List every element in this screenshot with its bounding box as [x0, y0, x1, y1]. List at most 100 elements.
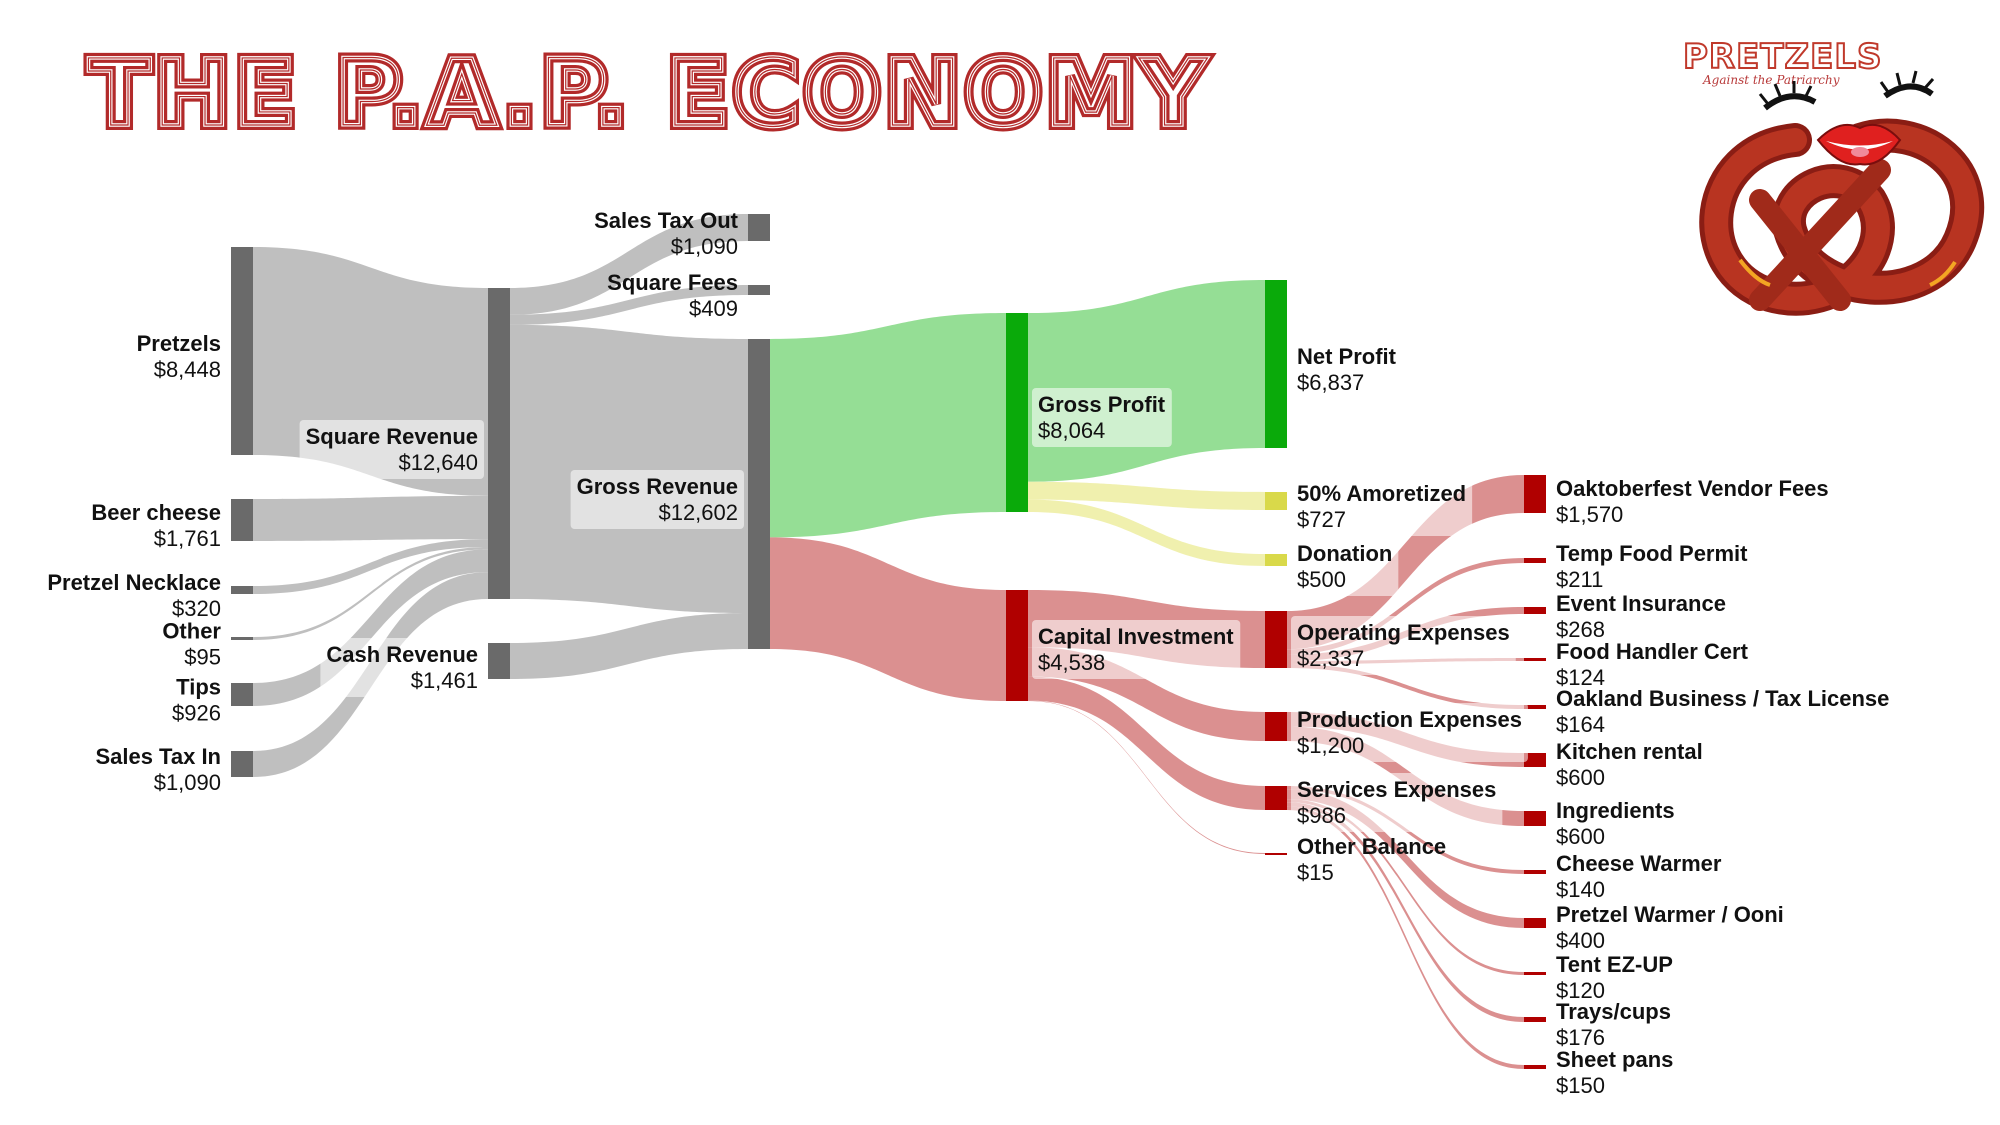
- node-label-gross_profit: Gross Profit: [1038, 392, 1166, 417]
- node-label-tent: Tent EZ-UP: [1556, 952, 1673, 977]
- node-pretzel_warmer[interactable]: [1524, 918, 1546, 928]
- flow-square_revenue-to-gross_revenue: [510, 324, 748, 614]
- node-value-tent: $120: [1556, 978, 1605, 1003]
- node-oaktoberfest[interactable]: [1524, 475, 1546, 513]
- node-donation[interactable]: [1265, 554, 1287, 566]
- node-net_profit[interactable]: [1265, 280, 1287, 448]
- node-capital_investment[interactable]: [1006, 590, 1028, 701]
- sankey-nodes: [231, 214, 1546, 1069]
- node-label-box-square_revenue: [299, 420, 484, 479]
- node-value-services_expenses: $986: [1297, 803, 1346, 828]
- node-label-box-donation: [1291, 537, 1399, 596]
- node-label-box-production_expenses: [1291, 703, 1528, 762]
- node-operating_expenses[interactable]: [1265, 611, 1287, 668]
- node-label-box-services_expenses: [1291, 773, 1503, 832]
- node-sales_tax_in[interactable]: [231, 751, 253, 777]
- pretzel-icon: [1699, 118, 1985, 316]
- node-gross_revenue[interactable]: [748, 339, 770, 649]
- flow-gross_profit-to-net_profit: [1028, 280, 1265, 482]
- node-value-event_insurance: $268: [1556, 617, 1605, 642]
- node-label-sales_tax_in: Sales Tax In: [95, 744, 221, 769]
- node-value-donation: $500: [1297, 567, 1346, 592]
- node-value-oaktoberfest: $1,570: [1556, 502, 1623, 527]
- page-title-core: THE P.A.P. ECONOMY: [88, 40, 1209, 147]
- node-tent[interactable]: [1524, 972, 1546, 975]
- node-pretzels[interactable]: [231, 247, 253, 455]
- node-label-kitchen_rental: Kitchen rental: [1556, 739, 1703, 764]
- node-square_fees[interactable]: [748, 285, 770, 295]
- node-label-services_expenses: Services Expenses: [1297, 777, 1496, 802]
- node-production_expenses[interactable]: [1265, 712, 1287, 741]
- node-value-net_profit: $6,837: [1297, 370, 1364, 395]
- node-oakland_license[interactable]: [1524, 705, 1546, 709]
- node-event_insurance[interactable]: [1524, 607, 1546, 614]
- node-ingredients[interactable]: [1524, 811, 1546, 826]
- eyelash-icon: [1758, 70, 1935, 111]
- node-value-tips: $926: [172, 701, 221, 726]
- node-gross_profit[interactable]: [1006, 313, 1028, 512]
- node-food_handler_cert[interactable]: [1524, 658, 1546, 661]
- node-label-box-gross_revenue: [570, 470, 744, 529]
- node-label-cash_revenue: Cash Revenue: [326, 642, 478, 667]
- node-value-ingredients: $600: [1556, 824, 1605, 849]
- node-value-operating_expenses: $2,337: [1297, 646, 1364, 671]
- brand-logo: PRETZELS Against the Patriarchy: [1682, 36, 1985, 316]
- node-label-operating_expenses: Operating Expenses: [1297, 620, 1510, 645]
- node-label-pretzel_necklace: Pretzel Necklace: [47, 570, 221, 595]
- node-other_balance[interactable]: [1265, 853, 1287, 855]
- node-label-box-amortized: [1291, 477, 1473, 536]
- node-label-box-cash_revenue: [320, 638, 484, 697]
- node-kitchen_rental[interactable]: [1524, 753, 1546, 767]
- flow-tips-to-square_revenue: [253, 549, 488, 706]
- node-value-beer_cheese: $1,761: [154, 526, 221, 551]
- node-pretzel_necklace[interactable]: [231, 586, 253, 594]
- node-label-sales_tax_out: Sales Tax Out: [594, 208, 739, 233]
- node-label-cheese_warmer: Cheese Warmer: [1556, 851, 1722, 876]
- node-label-oakland_license: Oakland Business / Tax License: [1556, 686, 1889, 711]
- node-label-ingredients: Ingredients: [1556, 798, 1675, 823]
- page-title: THE P.A.P. ECONOMY THE P.A.P. ECONOMY TH…: [83, 35, 1211, 152]
- flow-other-to-square_revenue: [253, 547, 488, 640]
- node-label-other_balance: Other Balance: [1297, 834, 1446, 859]
- node-temp_food_permit[interactable]: [1524, 558, 1546, 563]
- node-trays_cups[interactable]: [1524, 1017, 1546, 1022]
- node-beer_cheese[interactable]: [231, 499, 253, 541]
- node-label-pretzels: Pretzels: [137, 331, 221, 356]
- lips-icon: [1816, 124, 1902, 166]
- node-label-tips: Tips: [176, 675, 221, 700]
- flow-cash_revenue-to-gross_revenue: [510, 613, 748, 679]
- node-label-box-gross_profit: [1032, 388, 1172, 447]
- node-amortized[interactable]: [1265, 492, 1287, 510]
- node-cash_revenue[interactable]: [488, 643, 510, 679]
- node-label-gross_revenue: Gross Revenue: [577, 474, 738, 499]
- node-cheese_warmer[interactable]: [1524, 870, 1546, 874]
- flow-gross_profit-to-amortized: [1028, 481, 1265, 510]
- node-value-oakland_license: $164: [1556, 712, 1605, 737]
- node-sales_tax_out[interactable]: [748, 214, 770, 241]
- node-label-food_handler_cert: Food Handler Cert: [1556, 639, 1749, 664]
- node-services_expenses[interactable]: [1265, 786, 1287, 810]
- node-other[interactable]: [231, 637, 253, 640]
- node-sheet_pans[interactable]: [1524, 1065, 1546, 1069]
- node-value-square_revenue: $12,640: [398, 450, 478, 475]
- flow-gross_revenue-to-gross_profit: [770, 313, 1006, 538]
- flow-services_expenses-to-sheet_pans: [1287, 806, 1524, 1069]
- node-label-box-operating_expenses: [1291, 616, 1516, 675]
- node-value-gross_revenue: $12,602: [658, 500, 738, 525]
- node-value-other_balance: $15: [1297, 860, 1334, 885]
- node-label-square_fees: Square Fees: [607, 270, 738, 295]
- page-title-inner: THE P.A.P. ECONOMY: [88, 40, 1209, 147]
- node-tips[interactable]: [231, 683, 253, 706]
- node-value-cash_revenue: $1,461: [411, 668, 478, 693]
- node-square_revenue[interactable]: [488, 288, 510, 599]
- flow-operating_expenses-to-oakland_license: [1287, 664, 1524, 709]
- node-value-sheet_pans: $150: [1556, 1073, 1605, 1098]
- node-label-temp_food_permit: Temp Food Permit: [1556, 541, 1748, 566]
- node-label-trays_cups: Trays/cups: [1556, 999, 1671, 1024]
- node-label-pretzel_warmer: Pretzel Warmer / Ooni: [1556, 902, 1784, 927]
- flow-gross_revenue-to-capital_investment: [770, 537, 1006, 701]
- flow-capital_investment-to-other_balance: [1028, 700, 1265, 854]
- flow-services_expenses-to-pretzel_warmer: [1287, 789, 1524, 928]
